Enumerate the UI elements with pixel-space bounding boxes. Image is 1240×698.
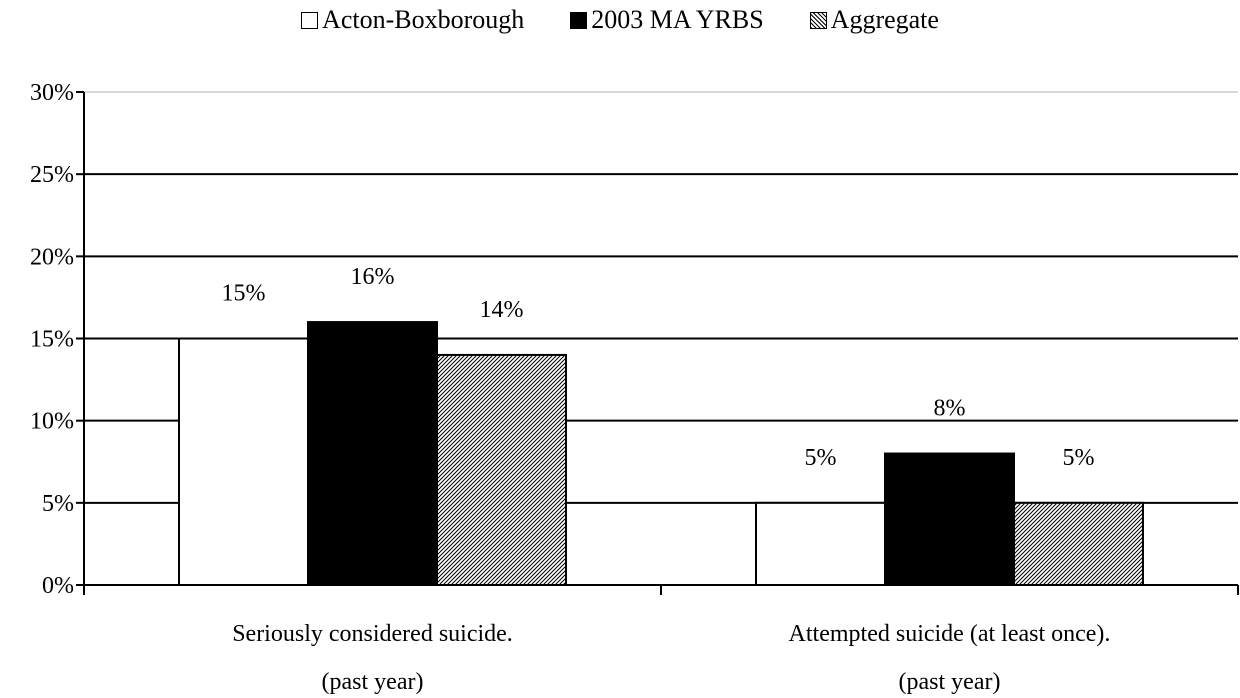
bar-hatch — [436, 353, 567, 586]
x-category-sublabel: (past year) — [899, 669, 1001, 695]
data-label: 14% — [480, 297, 524, 323]
data-label: 5% — [805, 445, 837, 471]
x-category-label: Seriously considered suicide. — [232, 621, 513, 647]
y-tick-label: 30% — [30, 80, 74, 106]
data-label: 5% — [1063, 445, 1095, 471]
y-tick-label: 5% — [42, 491, 74, 517]
bar-black — [884, 452, 1015, 586]
data-label: 15% — [222, 281, 266, 307]
legend-swatch-white — [301, 11, 319, 29]
x-category-label: Attempted suicide (at least once). — [789, 621, 1111, 647]
y-tick-label: 20% — [30, 244, 74, 270]
legend-label: 2003 MA YRBS — [591, 5, 764, 34]
bar-white — [178, 337, 309, 586]
legend-item-ma-yrbs: 2003 MA YRBS — [570, 5, 764, 35]
chart-legend: Acton-Boxborough 2003 MA YRBS Aggregate — [0, 0, 1240, 40]
legend-swatch-hatch — [809, 11, 827, 29]
legend-item-aggregate: Aggregate — [809, 5, 939, 35]
bar-black — [307, 321, 438, 586]
y-tick-label: 10% — [30, 409, 74, 435]
y-tick-label: 25% — [30, 162, 74, 188]
y-tick-label: 15% — [30, 327, 74, 353]
y-tick-label: 0% — [42, 573, 74, 599]
legend-swatch-black — [570, 11, 588, 29]
legend-label: Acton-Boxborough — [322, 5, 525, 34]
legend-item-acton-boxborough: Acton-Boxborough — [301, 5, 524, 35]
legend-label: Aggregate — [830, 5, 939, 34]
bar-hatch — [1013, 501, 1144, 587]
data-label: 16% — [351, 264, 395, 290]
bar-white — [755, 501, 886, 587]
x-category-sublabel: (past year) — [322, 669, 424, 695]
data-label: 8% — [934, 396, 966, 422]
